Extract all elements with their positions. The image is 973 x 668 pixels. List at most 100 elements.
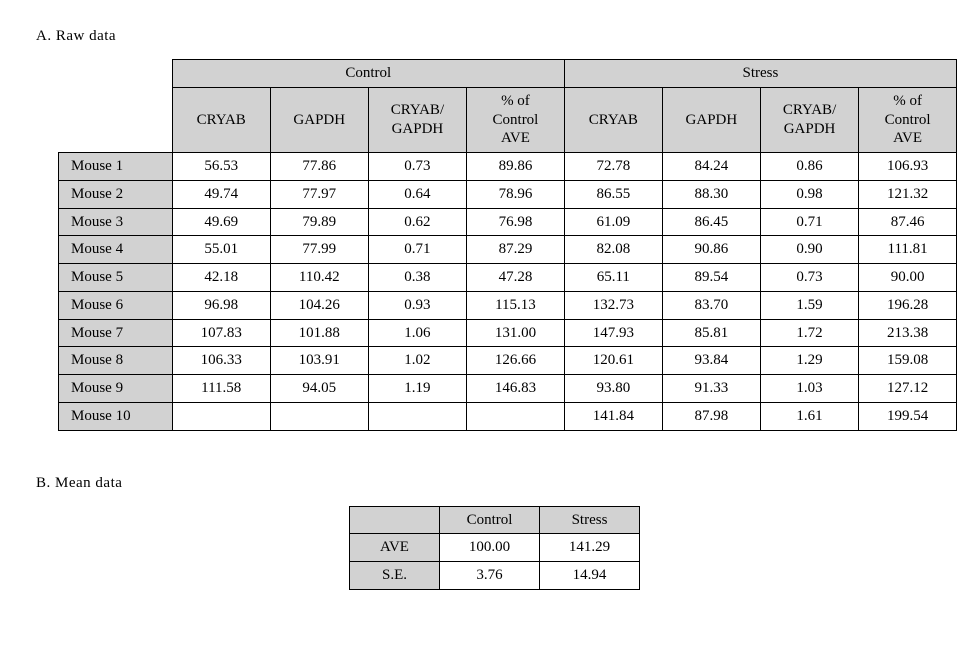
row-label: Mouse 3 <box>59 208 173 236</box>
table-cell: 1.19 <box>368 375 466 403</box>
table-cell: 0.71 <box>760 208 858 236</box>
table-cell: 84.24 <box>662 153 760 181</box>
table-cell: 0.73 <box>760 264 858 292</box>
sub-header: GAPDH <box>662 87 760 152</box>
table-cell: 199.54 <box>859 402 957 430</box>
table-row: AVE100.00141.29 <box>350 534 640 562</box>
table-cell: 49.74 <box>172 180 270 208</box>
table-cell: 85.81 <box>662 319 760 347</box>
row-label: Mouse 1 <box>59 153 173 181</box>
table-cell: 101.88 <box>270 319 368 347</box>
sub-header: CRYAB <box>564 87 662 152</box>
table-cell: 83.70 <box>662 291 760 319</box>
table-row: Mouse 9111.5894.051.19146.8393.8091.331.… <box>59 375 957 403</box>
table-cell: 103.91 <box>270 347 368 375</box>
table-cell: 90.86 <box>662 236 760 264</box>
column-header: Stress <box>540 506 640 534</box>
table-cell: 106.33 <box>172 347 270 375</box>
table-cell: 0.98 <box>760 180 858 208</box>
table-cell: 82.08 <box>564 236 662 264</box>
table-cell: 89.54 <box>662 264 760 292</box>
table-cell: 87.98 <box>662 402 760 430</box>
table-cell <box>368 402 466 430</box>
row-label: Mouse 6 <box>59 291 173 319</box>
table-cell: 86.55 <box>564 180 662 208</box>
table-cell: 1.61 <box>760 402 858 430</box>
table-cell: 111.81 <box>859 236 957 264</box>
table-cell: 196.28 <box>859 291 957 319</box>
table-cell: 56.53 <box>172 153 270 181</box>
table-cell: 93.84 <box>662 347 760 375</box>
row-label: Mouse 5 <box>59 264 173 292</box>
table-cell: 96.98 <box>172 291 270 319</box>
table-cell: 87.46 <box>859 208 957 236</box>
table-cell: 107.83 <box>172 319 270 347</box>
table-cell: 90.00 <box>859 264 957 292</box>
table-cell: 0.64 <box>368 180 466 208</box>
table-cell: 91.33 <box>662 375 760 403</box>
table-cell: 147.93 <box>564 319 662 347</box>
table-cell: 49.69 <box>172 208 270 236</box>
group-header: Control <box>172 60 564 88</box>
table-cell: 94.05 <box>270 375 368 403</box>
table-row: Mouse 8106.33103.911.02126.66120.6193.84… <box>59 347 957 375</box>
sub-header: GAPDH <box>270 87 368 152</box>
table-cell: 0.62 <box>368 208 466 236</box>
table-cell: 110.42 <box>270 264 368 292</box>
table-cell: 0.71 <box>368 236 466 264</box>
group-header: Stress <box>564 60 956 88</box>
row-label: Mouse 10 <box>59 402 173 430</box>
sub-header: % ofControlAVE <box>859 87 957 152</box>
table-cell: 61.09 <box>564 208 662 236</box>
mean-data-table: ControlStress AVE100.00141.29S.E.3.7614.… <box>349 506 640 590</box>
table-cell: 89.86 <box>467 153 565 181</box>
sub-header: % ofControlAVE <box>467 87 565 152</box>
table-corner-spacer <box>350 506 440 534</box>
table-cell: 88.30 <box>662 180 760 208</box>
table-cell: 121.32 <box>859 180 957 208</box>
table-row: Mouse 542.18110.420.3847.2865.1189.540.7… <box>59 264 957 292</box>
table-cell: 72.78 <box>564 153 662 181</box>
column-header: Control <box>440 506 540 534</box>
table-cell: 120.61 <box>564 347 662 375</box>
table-row: Mouse 455.0177.990.7187.2982.0890.860.90… <box>59 236 957 264</box>
table-cell: 213.38 <box>859 319 957 347</box>
table-cell: 87.29 <box>467 236 565 264</box>
table-cell: 146.83 <box>467 375 565 403</box>
sub-header: CRYAB <box>172 87 270 152</box>
table-cell: 14.94 <box>540 562 640 590</box>
table-cell <box>172 402 270 430</box>
table-cell: 106.93 <box>859 153 957 181</box>
table-cell: 77.86 <box>270 153 368 181</box>
table-row: Mouse 696.98104.260.93115.13132.7383.701… <box>59 291 957 319</box>
row-label: Mouse 2 <box>59 180 173 208</box>
table-cell: 77.97 <box>270 180 368 208</box>
table-cell: 141.84 <box>564 402 662 430</box>
table-cell: 0.73 <box>368 153 466 181</box>
table-cell <box>467 402 565 430</box>
table-cell: 159.08 <box>859 347 957 375</box>
table-cell: 3.76 <box>440 562 540 590</box>
table-cell: 1.59 <box>760 291 858 319</box>
sub-header: CRYAB/GAPDH <box>760 87 858 152</box>
table-cell: 78.96 <box>467 180 565 208</box>
table-cell: 93.80 <box>564 375 662 403</box>
table-cell: 100.00 <box>440 534 540 562</box>
table-cell: 0.93 <box>368 291 466 319</box>
table-row: Mouse 10 141.8487.981.61199.54 <box>59 402 957 430</box>
section-b-title: B. Mean data <box>36 475 957 492</box>
table-cell: 126.66 <box>467 347 565 375</box>
table-cell: 76.98 <box>467 208 565 236</box>
sub-header: CRYAB/GAPDH <box>368 87 466 152</box>
table-cell: 131.00 <box>467 319 565 347</box>
table-cell: 0.38 <box>368 264 466 292</box>
table-cell: 111.58 <box>172 375 270 403</box>
table-corner-spacer <box>59 60 173 153</box>
raw-data-table: ControlStressCRYABGAPDHCRYAB/GAPDH% ofCo… <box>58 59 957 431</box>
table-cell: 1.03 <box>760 375 858 403</box>
table-cell: 55.01 <box>172 236 270 264</box>
table-cell: 86.45 <box>662 208 760 236</box>
table-cell: 115.13 <box>467 291 565 319</box>
section-a-title: A. Raw data <box>36 28 957 45</box>
row-label: AVE <box>350 534 440 562</box>
